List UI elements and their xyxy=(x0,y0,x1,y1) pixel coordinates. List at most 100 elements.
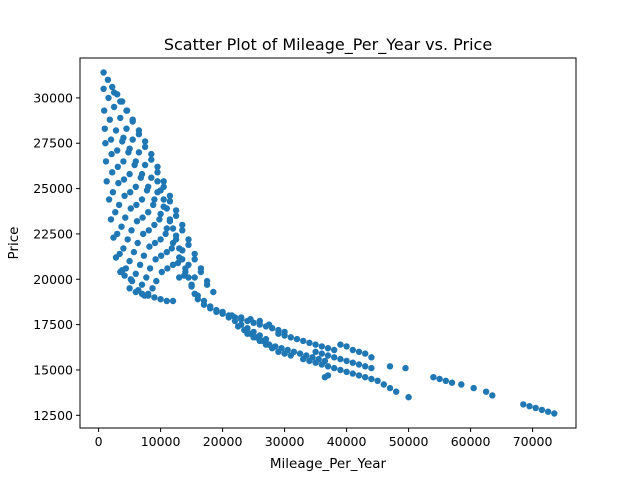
x-tick-label: 20000 xyxy=(203,434,243,449)
x-axis-ticks: 0 10000 20000 30000 40000 50000 60000 70000 xyxy=(95,428,553,449)
data-point xyxy=(331,346,338,354)
data-point xyxy=(228,312,236,319)
data-point xyxy=(489,392,496,399)
data-point xyxy=(168,245,175,252)
data-point xyxy=(158,268,165,276)
data-point xyxy=(154,178,161,185)
y-tick-label: 12500 xyxy=(33,408,73,423)
data-point xyxy=(355,348,363,355)
data-point xyxy=(145,227,152,234)
data-point xyxy=(321,374,329,381)
data-point xyxy=(191,256,198,263)
data-point xyxy=(148,174,155,181)
data-point xyxy=(482,388,490,395)
data-point xyxy=(132,158,139,165)
y-tick-label: 17500 xyxy=(33,317,73,332)
data-point xyxy=(368,364,375,372)
data-point xyxy=(138,196,146,203)
data-point xyxy=(538,406,546,414)
data-point xyxy=(238,314,245,321)
data-point xyxy=(405,394,412,401)
data-point xyxy=(532,404,539,412)
y-tick-label: 25000 xyxy=(33,181,73,196)
data-point xyxy=(179,256,186,263)
data-point xyxy=(107,136,115,143)
data-point xyxy=(140,230,147,238)
data-point xyxy=(101,125,109,132)
data-point xyxy=(182,265,189,272)
data-point xyxy=(368,354,375,361)
data-point xyxy=(110,89,118,96)
data-point xyxy=(122,214,129,221)
data-point xyxy=(156,216,163,223)
data-point xyxy=(191,274,198,281)
data-point xyxy=(140,252,148,259)
data-point xyxy=(121,192,128,199)
data-point xyxy=(169,261,177,268)
data-point xyxy=(362,374,369,381)
data-point xyxy=(191,250,198,258)
x-tick-label: 30000 xyxy=(265,434,305,449)
data-point xyxy=(470,384,477,392)
data-point xyxy=(349,346,356,354)
data-point xyxy=(458,381,465,388)
data-point xyxy=(355,372,363,379)
data-point xyxy=(169,225,177,232)
data-point xyxy=(281,332,288,339)
data-point xyxy=(126,170,133,178)
data-point xyxy=(207,305,214,312)
data-point xyxy=(290,348,298,355)
data-point xyxy=(337,366,344,374)
data-point xyxy=(117,114,124,122)
data-point xyxy=(150,201,157,209)
data-point xyxy=(188,283,195,290)
data-point xyxy=(287,334,294,341)
data-point xyxy=(318,350,325,357)
data-point xyxy=(117,98,124,105)
data-point xyxy=(149,285,156,292)
data-point xyxy=(312,359,319,366)
data-point xyxy=(324,352,332,359)
y-axis-label: Price xyxy=(6,227,22,260)
y-tick-label: 15000 xyxy=(33,362,73,377)
data-point xyxy=(256,317,263,325)
data-point xyxy=(114,163,122,170)
x-tick-label: 40000 xyxy=(327,434,367,449)
data-point xyxy=(157,210,164,218)
data-point xyxy=(203,281,211,288)
data-point xyxy=(362,363,369,370)
data-point xyxy=(166,198,174,205)
data-point xyxy=(126,145,133,152)
data-point xyxy=(176,274,183,281)
data-point xyxy=(520,401,527,408)
data-point xyxy=(110,234,117,241)
data-point xyxy=(169,297,177,305)
data-point xyxy=(151,196,158,203)
data-point xyxy=(386,384,394,392)
data-point xyxy=(127,205,134,212)
data-point xyxy=(124,236,131,243)
data-point xyxy=(157,236,164,243)
data-point xyxy=(121,272,128,279)
data-point xyxy=(349,370,356,377)
data-point xyxy=(210,288,217,296)
data-point xyxy=(105,94,112,102)
y-tick-label: 30000 xyxy=(33,90,73,105)
data-point xyxy=(244,330,251,337)
data-point xyxy=(152,256,159,263)
data-point xyxy=(164,265,171,272)
data-point xyxy=(185,241,192,248)
data-point xyxy=(120,245,127,252)
data-point xyxy=(109,189,117,196)
data-point xyxy=(138,281,146,288)
data-point xyxy=(526,403,533,410)
data-point xyxy=(331,364,338,372)
data-point xyxy=(293,335,301,343)
data-point xyxy=(114,147,121,154)
data-point xyxy=(442,377,449,384)
data-point xyxy=(157,187,164,194)
data-point xyxy=(145,292,152,299)
data-point xyxy=(247,316,254,323)
data-point xyxy=(160,196,167,203)
data-point xyxy=(160,178,167,185)
